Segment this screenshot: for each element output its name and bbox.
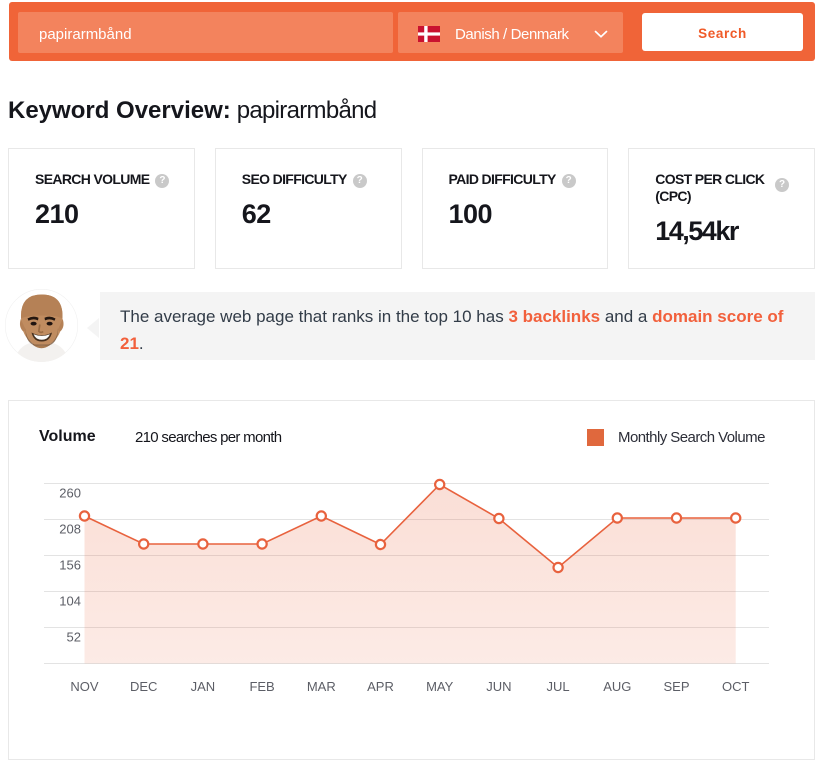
svg-text:OCT: OCT: [722, 679, 750, 694]
svg-text:MAR: MAR: [307, 679, 336, 694]
svg-text:FEB: FEB: [249, 679, 274, 694]
svg-text:NOV: NOV: [70, 679, 99, 694]
svg-text:208: 208: [59, 522, 81, 537]
svg-text:MAY: MAY: [426, 679, 454, 694]
svg-text:260: 260: [59, 486, 81, 501]
svg-text:AUG: AUG: [603, 679, 631, 694]
svg-text:156: 156: [59, 558, 81, 573]
svg-text:SEP: SEP: [663, 679, 689, 694]
svg-text:104: 104: [59, 594, 81, 609]
svg-text:JUN: JUN: [486, 679, 511, 694]
svg-text:JAN: JAN: [191, 679, 216, 694]
svg-text:DEC: DEC: [130, 679, 157, 694]
svg-text:JUL: JUL: [547, 679, 570, 694]
svg-text:52: 52: [67, 630, 81, 645]
svg-text:APR: APR: [367, 679, 394, 694]
